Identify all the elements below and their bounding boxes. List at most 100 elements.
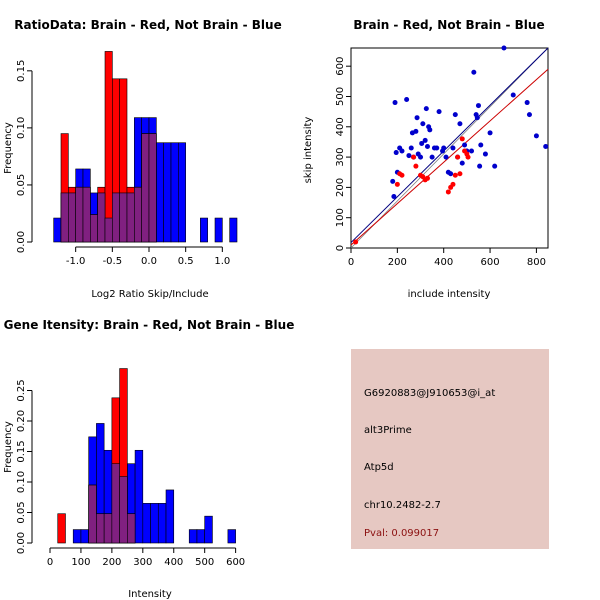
ratio-histogram-title: RatioData: Brain - Red, Not Brain - Blue bbox=[14, 18, 281, 32]
ratio-hist-bar-overlap bbox=[141, 133, 150, 243]
scatter-point-blue bbox=[501, 45, 507, 51]
intensity-hist-bar-blue bbox=[134, 449, 144, 544]
scatter-frame bbox=[350, 47, 549, 249]
intensity-hist-bar-blue bbox=[72, 529, 82, 544]
ratio-hist-bar-blue bbox=[170, 142, 179, 243]
scatter-point-red bbox=[452, 172, 458, 178]
scatter-axes: 0 200 400 600 800 0 100 200 300 400 500 600 bbox=[335, 57, 546, 268]
scatter-point-blue bbox=[423, 106, 429, 112]
ratio-hist-bar-overlap bbox=[134, 186, 142, 243]
scatter-point-blue bbox=[533, 133, 539, 139]
scatter-point-red bbox=[424, 175, 430, 181]
scatter-point-blue bbox=[492, 163, 498, 169]
scatter-point-red bbox=[465, 154, 471, 160]
ratio-hist-x-tick-label: 0.0 bbox=[141, 256, 157, 267]
ratio-histogram-xlabel: Log2 Ratio Skip/Include bbox=[91, 289, 208, 300]
scatter-point-blue bbox=[543, 143, 549, 149]
intensity-hist-bar-overlap bbox=[111, 463, 120, 544]
intensity-hist-x-tick-label: 200 bbox=[102, 557, 121, 568]
scatter-fit-line-red bbox=[350, 68, 549, 246]
ratio-histogram-bars bbox=[53, 51, 238, 243]
probe-id: G6920883@J910653@i_at bbox=[364, 388, 495, 399]
scatter-point-blue bbox=[404, 97, 410, 103]
ratio-hist-bar-overlap bbox=[104, 217, 113, 243]
ratio-histogram-ylabel: Frequency bbox=[3, 122, 14, 174]
ratio-hist-y-tick-label: 0.10 bbox=[16, 117, 27, 139]
intensity-hist-bar-blue bbox=[142, 503, 151, 544]
scatter-point-blue bbox=[459, 160, 465, 166]
scatter-point-blue bbox=[510, 92, 516, 98]
scatter-point-blue bbox=[427, 127, 433, 133]
intensity-hist-bar-blue bbox=[80, 529, 89, 544]
scatter-reference-line bbox=[350, 47, 549, 249]
ratio-hist-y-tick-label: 0.00 bbox=[16, 231, 27, 253]
scatter-y-tick-label: 300 bbox=[335, 148, 346, 167]
ratio-hist-bar-overlap bbox=[119, 192, 128, 243]
intensity-histogram-title: Gene Itensity: Brain - Red, Not Brain - … bbox=[4, 318, 295, 332]
intensity-histogram-xlabel: Intensity bbox=[128, 589, 172, 600]
intensity-hist-bar-blue bbox=[165, 489, 175, 544]
intensity-hist-bar-overlap bbox=[88, 484, 97, 544]
intensity-hist-x-tick-label: 100 bbox=[71, 557, 90, 568]
intensity-hist-bar-overlap bbox=[96, 513, 105, 544]
scatter-fit-line-blue bbox=[350, 47, 549, 243]
intensity-hist-x-tick-label: 400 bbox=[164, 557, 183, 568]
scatter-point-blue bbox=[526, 112, 532, 118]
intensity-histogram: Gene Itensity: Brain - Red, Not Brain - … bbox=[3, 318, 294, 600]
ratio-histogram: RatioData: Brain - Red, Not Brain - Blue… bbox=[3, 18, 282, 300]
ratio-hist-x-tick-label: 1.0 bbox=[214, 256, 230, 267]
scatter-point-blue bbox=[399, 148, 405, 154]
ratio-hist-bar-blue bbox=[229, 217, 238, 243]
scatter-point-blue bbox=[475, 103, 481, 109]
ratio-hist-bar-blue bbox=[163, 142, 172, 243]
intensity-hist-y-tick-label: 0.00 bbox=[16, 532, 27, 554]
scatter-point-blue bbox=[424, 143, 430, 149]
intensity-hist-x-tick-label: 300 bbox=[133, 557, 152, 568]
ratio-hist-x-tick-label: -0.5 bbox=[103, 256, 123, 267]
scatter-point-blue bbox=[429, 154, 435, 160]
scatter-point-blue bbox=[406, 153, 412, 159]
scatter-point-red bbox=[457, 171, 463, 177]
scatter-point-red bbox=[455, 154, 461, 160]
scatter-y-tick-label: 500 bbox=[335, 87, 346, 106]
scatter-point-red bbox=[413, 163, 419, 169]
scatter-point-blue bbox=[487, 130, 493, 136]
scatter-x-tick-label: 400 bbox=[434, 257, 453, 268]
intensity-hist-bar-blue bbox=[157, 503, 167, 544]
scatter-point-blue bbox=[462, 142, 468, 148]
ratio-hist-bar-overlap bbox=[60, 192, 69, 243]
scatter-point-red bbox=[450, 181, 456, 187]
intensity-hist-x-tick-label: 500 bbox=[195, 557, 214, 568]
intensity-scatter: Brain - Red, Not Brain - Blue 0 200 400 600… bbox=[303, 18, 549, 300]
scatter-y-tick-label: 100 bbox=[335, 208, 346, 227]
scatter-point-red bbox=[353, 239, 359, 245]
ratio-hist-bar-overlap bbox=[82, 186, 91, 243]
p-value: Pval: 0.099017 bbox=[364, 528, 439, 539]
ratio-hist-y-tick-label: 0.05 bbox=[16, 174, 27, 196]
ratio-hist-bar-overlap bbox=[68, 192, 76, 243]
intensity-histogram-axes: 0 100 200 300 400 500 600 0.00 0.05 0.10 0.15 0.20 0… bbox=[16, 379, 245, 568]
scatter-point-blue bbox=[478, 142, 484, 148]
scatter-point-blue bbox=[450, 145, 456, 151]
gene-name: Atp5d bbox=[364, 462, 394, 473]
scatter-point-red bbox=[459, 136, 465, 142]
scatter-x-tick-label: 800 bbox=[527, 257, 546, 268]
scatter-x-tick-label: 200 bbox=[388, 257, 407, 268]
scatter-point-blue bbox=[452, 112, 458, 118]
scatter-fit-lines bbox=[350, 47, 549, 249]
ratio-hist-bar-overlap bbox=[75, 186, 84, 243]
scatter-point-blue bbox=[441, 145, 447, 151]
scatter-point-blue bbox=[471, 69, 477, 75]
ratio-hist-bar-blue bbox=[214, 217, 223, 243]
intensity-hist-bar-blue bbox=[150, 503, 159, 544]
intensity-hist-y-tick-label: 0.15 bbox=[16, 440, 27, 462]
ratio-hist-y-tick-label: 0.15 bbox=[16, 60, 27, 82]
scatter-point-red bbox=[399, 172, 405, 178]
ratio-hist-bar-overlap bbox=[90, 214, 98, 243]
scatter-point-blue bbox=[391, 193, 397, 199]
scatter-x-tick-label: 0 bbox=[348, 257, 354, 268]
chrom-location: chr10.2482-2.7 bbox=[364, 500, 441, 511]
ratio-hist-bar-overlap bbox=[126, 192, 135, 243]
info-panel-background bbox=[351, 349, 549, 549]
scatter-point-blue bbox=[413, 128, 419, 134]
